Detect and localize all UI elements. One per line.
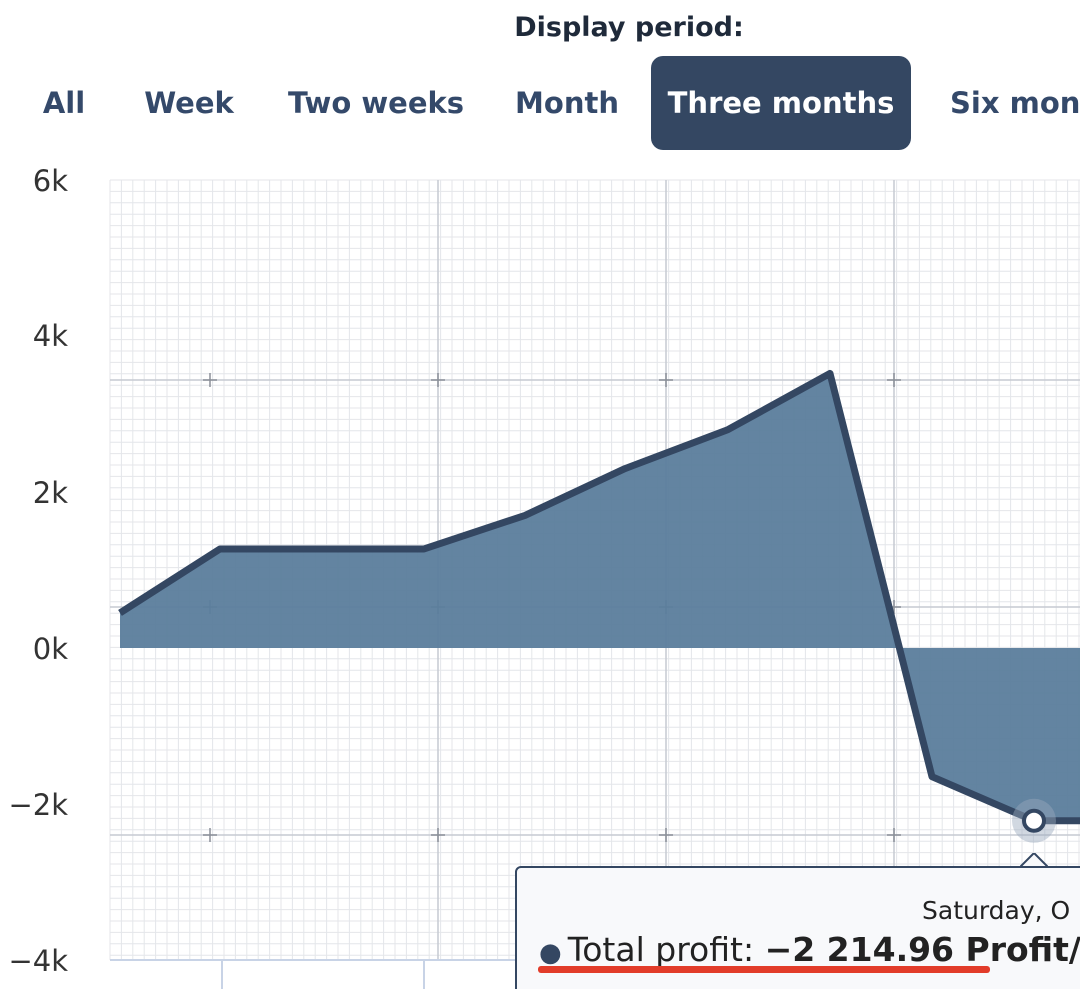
profit-series-line [118, 369, 1080, 825]
tooltip-series-label: Total profit: [567, 930, 755, 969]
tab-month[interactable]: Month [515, 86, 619, 120]
series-dot-icon: ● [539, 938, 562, 968]
tooltip-value: −2 214.96 Profit/ [764, 930, 1080, 969]
tab-two-weeks[interactable]: Two weeks [287, 86, 465, 120]
chart-series [118, 369, 1080, 825]
y-tick-label-2k: 2k [32, 476, 68, 510]
tab-six-months[interactable]: Six montl [950, 86, 1080, 120]
chart-markers [1012, 798, 1056, 843]
tab-all[interactable]: All [42, 86, 86, 120]
tooltip-date: Saturday, O [922, 896, 1071, 925]
tab-three-months[interactable]: Three months [651, 56, 911, 150]
y-tick-label-neg4k: −4k [8, 944, 68, 978]
y-tick-label-neg2k: −2k [8, 788, 68, 822]
y-tick-label-0k: 0k [32, 632, 68, 666]
y-tick-label-4k: 4k [32, 319, 68, 353]
tooltip-series-line: ● Total profit: −2 214.96 Profit/ [539, 930, 1080, 969]
tab-week[interactable]: Week [144, 86, 234, 120]
y-tick-label-6k: 6k [32, 164, 68, 198]
highlight-point[interactable] [1022, 808, 1046, 833]
period-selector-label: Display period: [514, 12, 744, 43]
tooltip-value-underline [538, 966, 990, 973]
tooltip-pointer [1020, 853, 1048, 868]
profit-area-fill [120, 373, 1080, 821]
